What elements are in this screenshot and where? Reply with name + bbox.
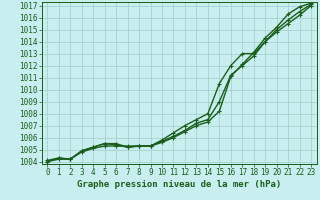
X-axis label: Graphe pression niveau de la mer (hPa): Graphe pression niveau de la mer (hPa)	[77, 180, 281, 189]
